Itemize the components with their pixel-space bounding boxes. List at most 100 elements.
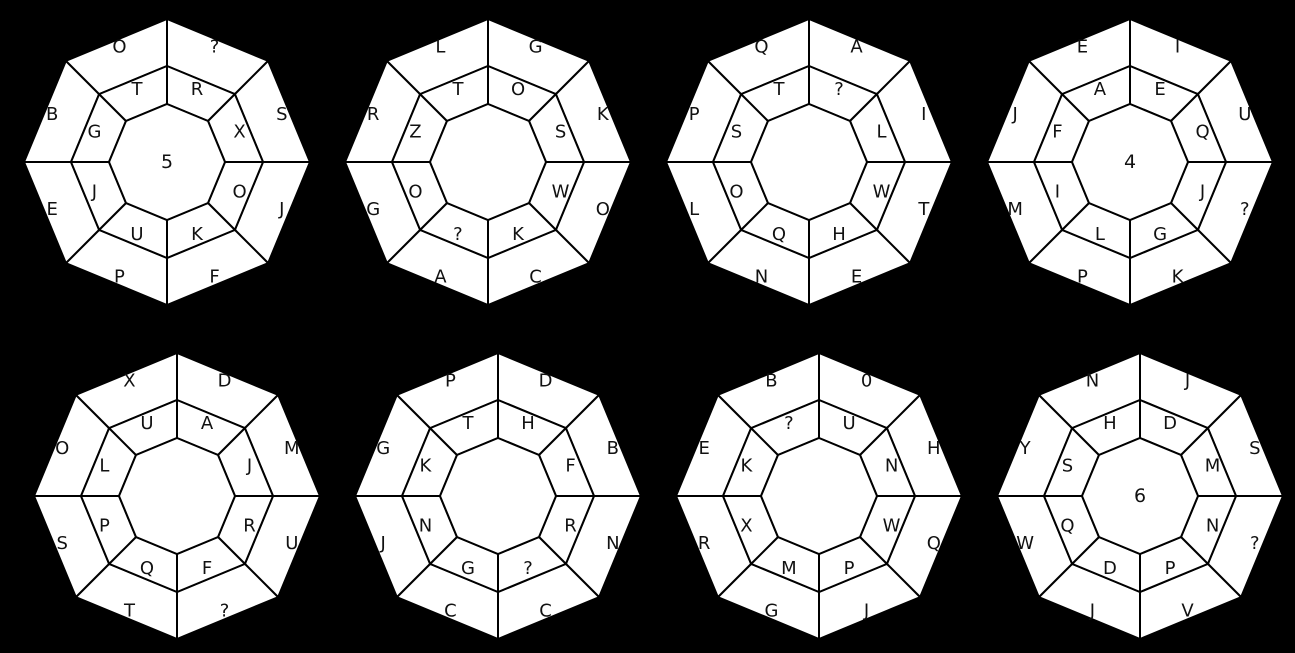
inner-letter: U [140,413,153,434]
inner-letter: O [408,182,422,203]
outer-letter: K [1172,266,1185,287]
outer-letter: E [1077,37,1088,58]
inner-letter: A [201,413,214,434]
outer-letter: G [764,600,778,621]
outer-letter: K [597,104,610,125]
inner-letter: S [555,121,566,142]
inner-letter: R [564,516,577,537]
inner-letter: H [832,224,846,245]
inner-letter: F [565,455,575,476]
outer-letter: ? [220,600,230,621]
inner-letter: L [1095,224,1105,245]
outer-letter: J [863,600,869,621]
outer-letter: R [367,104,380,125]
outer-letter: O [112,37,126,58]
inner-letter: N [885,455,898,476]
outer-letter: L [435,37,445,58]
outer-letter: S [1249,438,1260,459]
inner-letter: ? [523,558,533,579]
outer-letter: E [46,199,57,220]
outer-letter: N [755,266,768,287]
inner-letter: Q [140,558,154,579]
outer-letter: D [218,371,232,392]
inner-letter: T [461,413,474,434]
outer-letter: L [689,199,699,220]
outer-letter: J [278,199,284,220]
outer-letter: C [539,600,552,621]
inner-letter: ? [453,224,463,245]
inner-letter: H [521,413,535,434]
outer-letter: J [1184,371,1190,392]
inner-letter: Q [1195,121,1209,142]
inner-letter: W [883,516,901,537]
inner-letter: K [741,455,754,476]
center-cell [428,102,548,222]
center-number: 6 [1134,485,1146,507]
outer-letter: S [276,104,287,125]
outer-letter: P [114,266,125,287]
outer-letter: I [921,104,926,125]
outer-letter: G [366,199,380,220]
inner-letter: M [1205,455,1221,476]
outer-letter: P [689,104,700,125]
outer-letter: B [607,438,619,459]
outer-letter: Q [754,37,768,58]
outer-letter: U [285,533,298,554]
outer-letter: R [698,533,711,554]
outer-letter: U [1238,104,1251,125]
inner-letter: K [512,224,525,245]
center-cell [1080,436,1200,556]
inner-letter: J [1199,182,1205,203]
inner-letter: W [552,182,570,203]
outer-letter: O [596,199,610,220]
outer-letter: B [46,104,58,125]
inner-letter: R [243,516,256,537]
inner-letter: F [202,558,212,579]
outer-letter: N [1086,371,1099,392]
inner-letter: O [729,182,743,203]
inner-letter: G [1153,224,1167,245]
inner-letter: X [740,516,752,537]
inner-letter: ? [784,413,794,434]
inner-letter: D [1103,558,1117,579]
outer-letter: T [123,600,136,621]
inner-letter: Z [409,121,421,142]
outer-letter: J [380,533,386,554]
outer-letter: Y [1019,438,1032,459]
outer-letter: H [927,438,941,459]
inner-letter: I [1055,182,1060,203]
outer-letter: N [606,533,619,554]
inner-letter: A [1094,79,1107,100]
inner-letter: T [772,79,785,100]
inner-letter: M [781,558,797,579]
inner-letter: K [420,455,433,476]
inner-letter: Q [1060,516,1074,537]
inner-letter: J [246,455,252,476]
inner-letter: T [451,79,464,100]
outer-letter: S [56,533,67,554]
inner-letter: E [1154,79,1165,100]
inner-letter: P [1165,558,1176,579]
inner-letter: P [844,558,855,579]
inner-letter: S [731,121,742,142]
outer-letter: G [376,438,390,459]
center-number: 5 [161,151,173,173]
outer-letter: J [1012,104,1018,125]
inner-letter: O [232,182,246,203]
inner-letter: O [511,79,525,100]
inner-letter: N [1206,516,1219,537]
outer-letter: E [698,438,709,459]
outer-letter: T [917,199,930,220]
inner-letter: ? [834,79,844,100]
center-cell [1070,102,1190,222]
center-cell [117,436,237,556]
inner-letter: T [130,79,143,100]
outer-letter: W [1016,533,1034,554]
inner-letter: W [873,182,891,203]
outer-letter: ? [1250,533,1260,554]
